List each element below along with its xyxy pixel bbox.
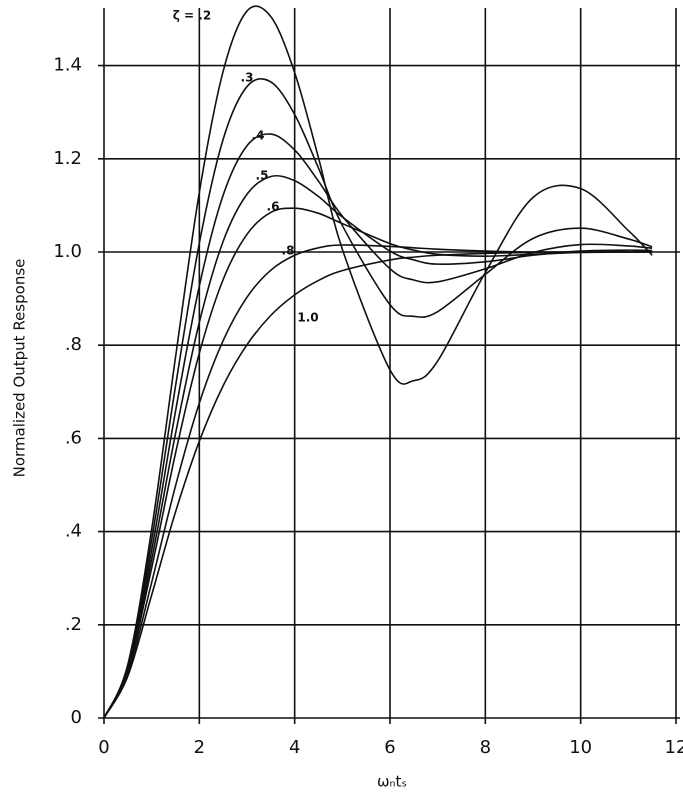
x-tick-label: 4 (289, 737, 300, 758)
curve-label: .4 (252, 129, 265, 143)
x-tick-label: 8 (480, 737, 491, 758)
curve-label: .3 (241, 71, 254, 85)
y-tick-label: .8 (65, 334, 82, 355)
curve-label: ζ = .2 (173, 9, 211, 23)
y-tick-label: 1.2 (53, 148, 82, 169)
y-tick-label: 1.4 (53, 55, 82, 76)
response-curve (103, 5, 653, 719)
y-tick-label: 0 (71, 707, 82, 728)
response-curve (103, 78, 653, 719)
response-curve (103, 207, 653, 719)
y-tick-label: .2 (65, 614, 82, 635)
y-tick-label: .6 (65, 427, 82, 448)
response-curve (103, 251, 653, 719)
x-tick-label: 12 (665, 737, 683, 758)
curve-label: .5 (256, 169, 269, 183)
x-tick-label: 6 (384, 737, 395, 758)
x-tick-label: 2 (194, 737, 205, 758)
x-axis-label: ωₙtₛ (377, 773, 407, 791)
y-axis-label: Normalized Output Response (11, 259, 29, 478)
curve-label: .8 (282, 244, 295, 258)
response-curve (103, 174, 653, 719)
y-tick-label: 1.0 (53, 241, 82, 262)
x-tick-label: 0 (98, 737, 109, 758)
y-tick-label: .4 (65, 521, 82, 542)
curve-label: .6 (267, 200, 280, 214)
x-tick-label: 10 (569, 737, 592, 758)
curve-label: 1.0 (297, 311, 318, 325)
